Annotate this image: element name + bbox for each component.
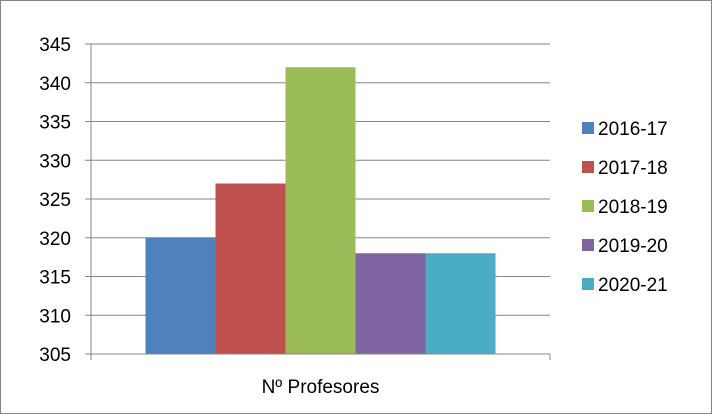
bar-2019-20 — [355, 253, 426, 354]
bar-2018-19 — [285, 67, 356, 354]
bar-2016-17 — [145, 237, 216, 354]
y-tick-label: 305 — [39, 345, 71, 366]
legend-swatch — [582, 200, 594, 212]
legend-label: 2019-20 — [598, 236, 668, 257]
y-tick-label: 340 — [39, 74, 71, 95]
legend: 2016-17 2017-18 2018-19 2019-20 2020-21 — [582, 119, 668, 296]
legend-swatch — [582, 161, 594, 173]
legend-label: 2020-21 — [598, 275, 668, 296]
legend-swatch — [582, 239, 594, 251]
legend-label: 2018-19 — [598, 197, 668, 218]
y-tick-label: 320 — [39, 229, 71, 250]
legend-swatch — [582, 278, 594, 290]
y-tick-label: 335 — [39, 113, 71, 134]
legend-label: 2016-17 — [598, 119, 668, 140]
y-tick-label: 345 — [39, 35, 71, 56]
y-tick-label: 325 — [39, 190, 71, 211]
y-tick-label: 310 — [39, 306, 71, 327]
bar-2017-18 — [215, 183, 286, 354]
y-tick-label: 330 — [39, 151, 71, 172]
bar-2020-21 — [425, 253, 496, 354]
legend-swatch — [582, 122, 594, 134]
legend-label: 2017-18 — [598, 158, 668, 179]
bars — [145, 67, 496, 354]
axes: 305 310 315 320 325 330 335 340 345 Nº Profesores — [39, 35, 551, 398]
category-label: Nº Profesores — [262, 377, 380, 398]
y-tick-label: 315 — [39, 268, 71, 289]
